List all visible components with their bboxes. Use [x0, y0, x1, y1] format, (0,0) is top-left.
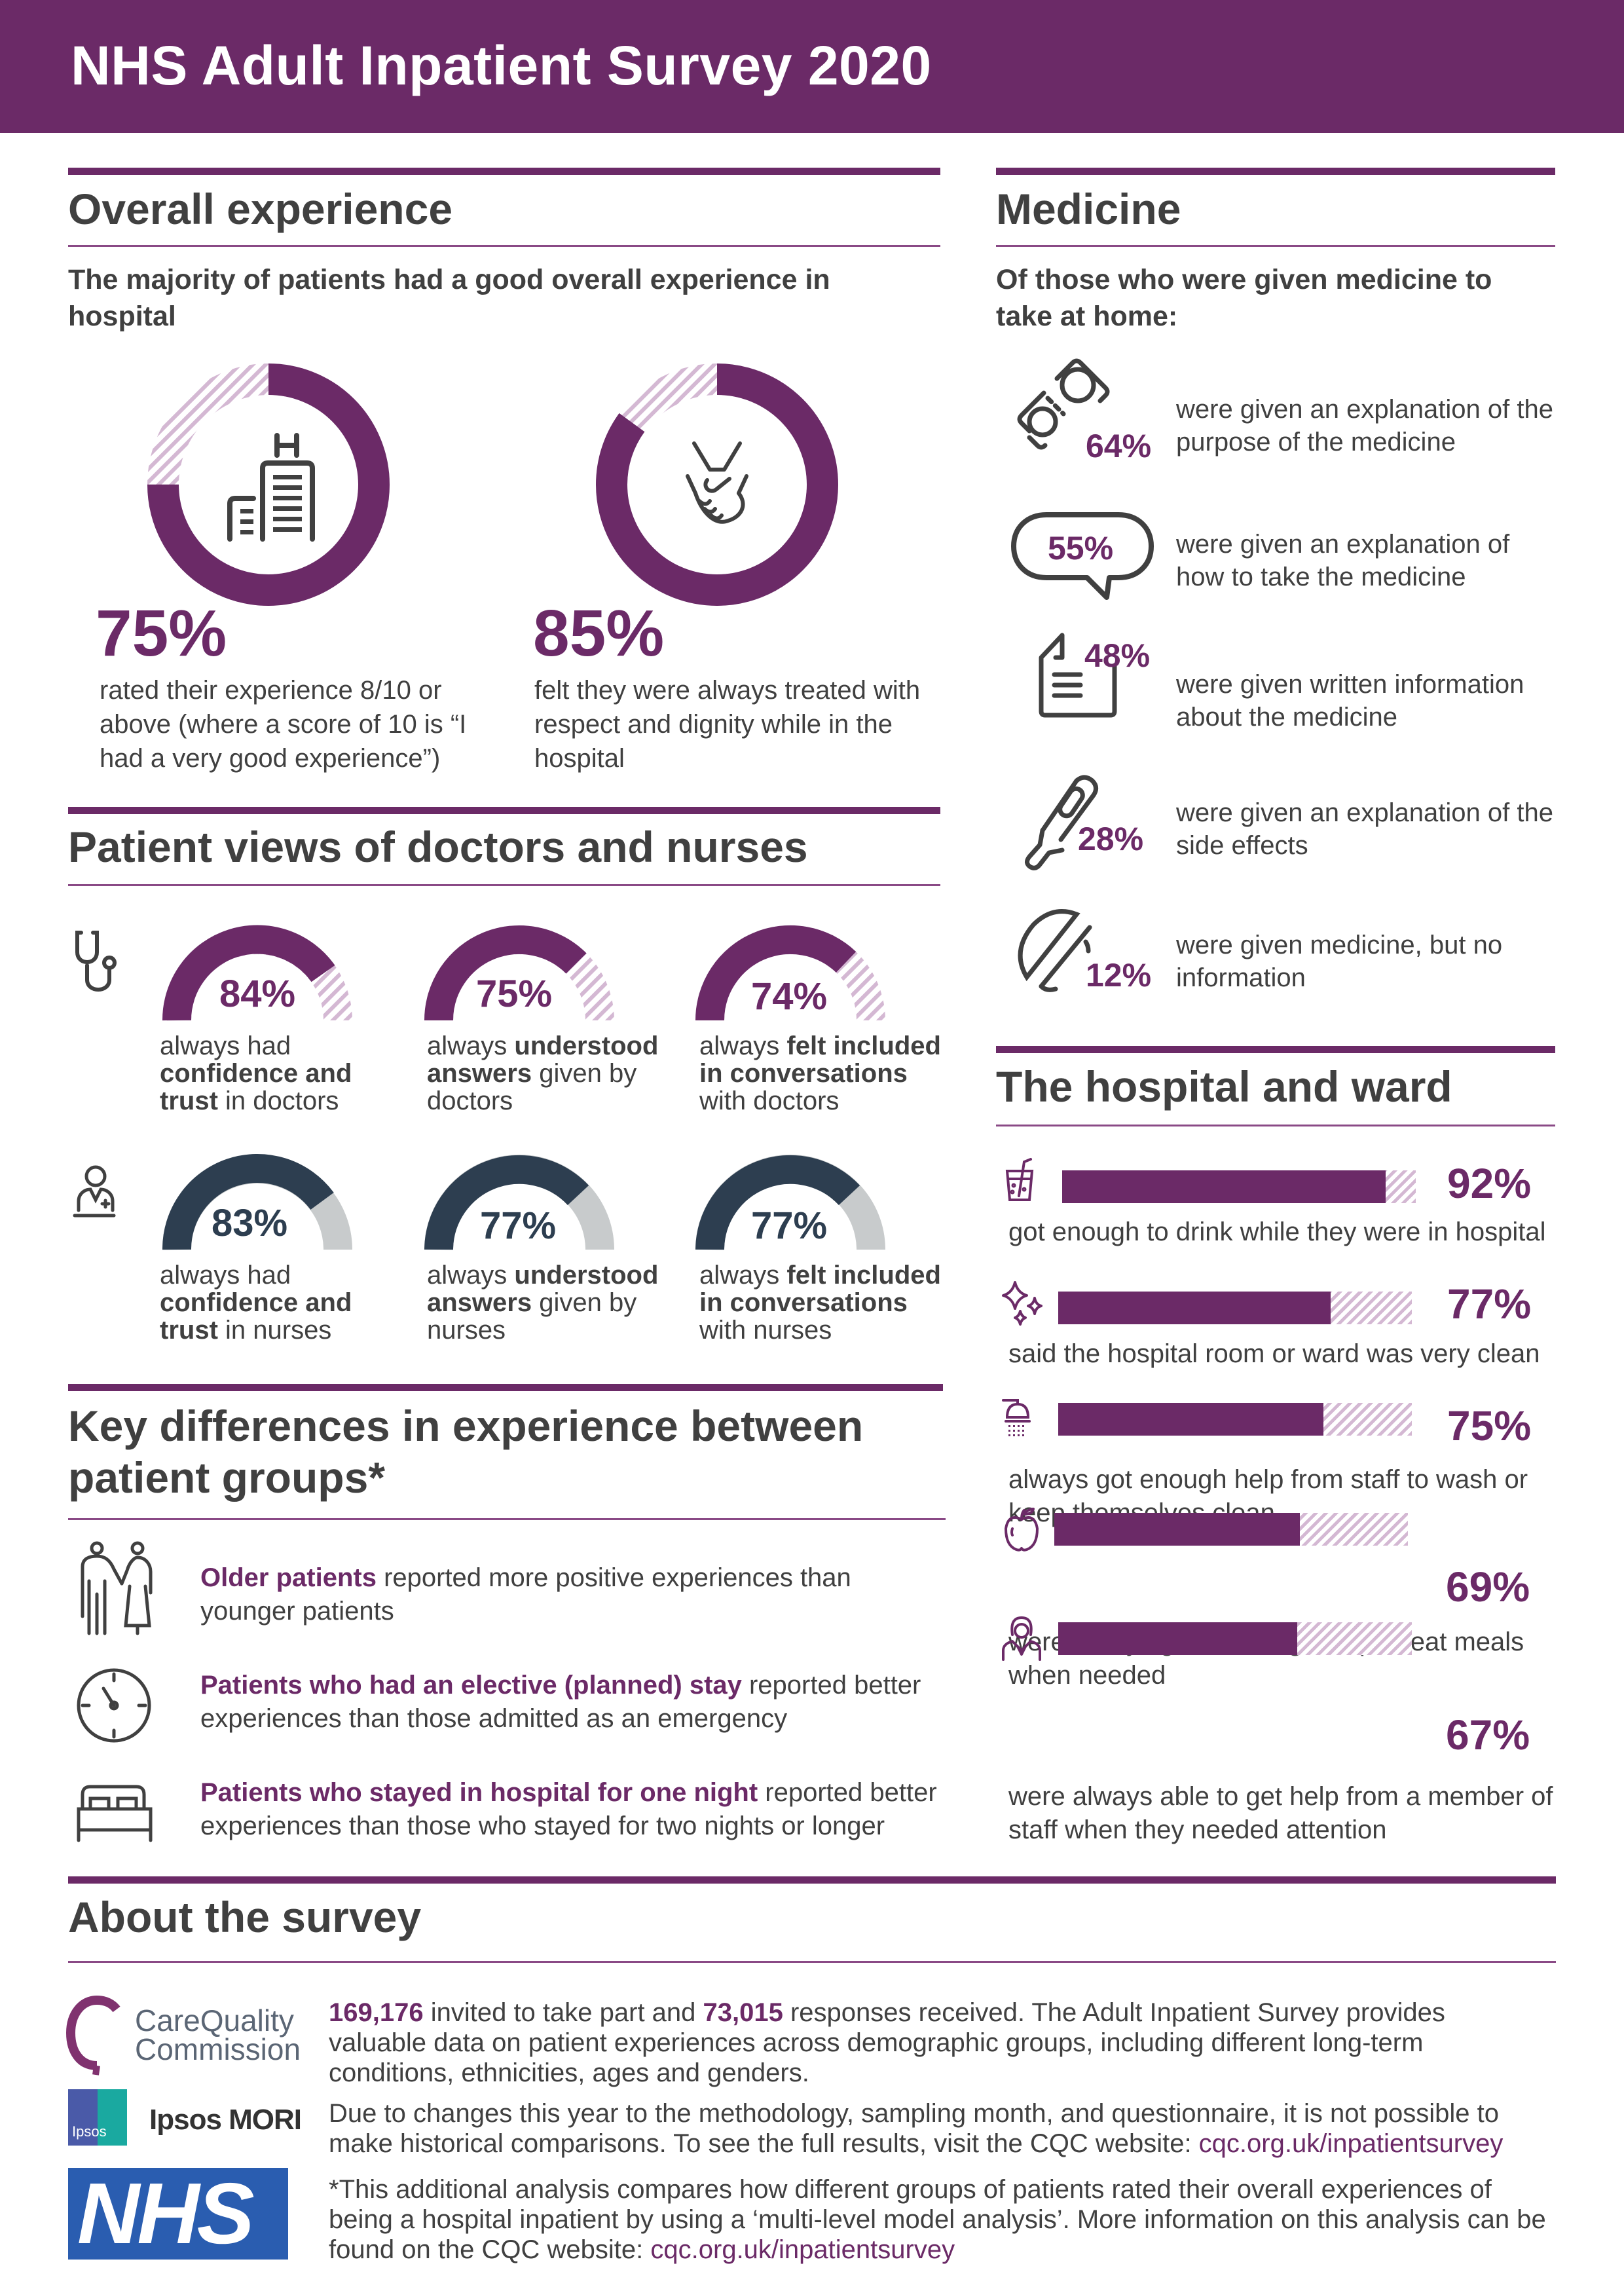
hospital-ward-title: The hospital and ward — [996, 1062, 1452, 1111]
gauge-label: always felt included in conversations wi… — [699, 1261, 941, 1345]
gauge-value: 77% — [750, 1204, 828, 1247]
overall-text-1: rated their experience 8/10 or above (wh… — [100, 676, 467, 773]
pill-blister-icon — [1017, 358, 1110, 450]
cqc-link[interactable]: cqc.org.uk/inpatientsurvey — [650, 2235, 955, 2264]
page-header: NHS Adult Inpatient Survey 2020 — [0, 0, 1624, 133]
gauge-label: always felt included in conversations wi… — [699, 1032, 941, 1115]
about-paragraph-1: 169,176 invited to take part and 73,015 … — [329, 1998, 1445, 2087]
cqc-name-1: CareQuality — [135, 2003, 294, 2037]
tablet-icon — [1018, 909, 1092, 992]
bar-text-2: said the hospital room or ward was very … — [1008, 1339, 1540, 1368]
gauge-label: always understood answers given by nurse… — [427, 1261, 659, 1345]
donut-chart-75 — [147, 363, 390, 606]
section-rule — [996, 1046, 1555, 1053]
gauge-value: 75% — [475, 973, 553, 1015]
sparkle-clean-icon — [1002, 1281, 1043, 1326]
gauge-label: always had confidence and trust in docto… — [160, 1032, 352, 1115]
doctors-nurses-title: Patient views of doctors and nurses — [68, 823, 808, 871]
medicine-title: Medicine — [996, 185, 1181, 233]
document-icon — [1039, 633, 1117, 718]
section-divider — [68, 1518, 946, 1520]
medicine-text-4: were given an explanation of the side ef… — [1176, 798, 1553, 860]
bar-pct-4: 69% — [1446, 1563, 1530, 1610]
gauge-value: 74% — [750, 975, 828, 1018]
nurse-icon — [73, 1165, 116, 1218]
medicine-pct-3: 48% — [1084, 637, 1151, 674]
hospital-building-icon — [227, 433, 315, 542]
apple-icon — [1005, 1508, 1039, 1552]
about-paragraph-3: *This additional analysis compares how d… — [329, 2175, 1546, 2264]
cqc-link[interactable]: cqc.org.uk/inpatientsurvey — [1198, 2129, 1504, 2158]
shower-icon — [1002, 1399, 1031, 1436]
drink-icon — [1005, 1158, 1034, 1201]
medicine-pct-5: 12% — [1086, 957, 1152, 994]
bar-pct-1: 92% — [1447, 1160, 1532, 1207]
overall-lead: The majority of patients had a good over… — [68, 264, 830, 332]
medicine-text-1: were given an explanation of the purpose… — [1176, 395, 1553, 456]
section-rule — [996, 168, 1555, 175]
key-difference-3: Patients who stayed in hospital for one … — [200, 1778, 937, 1841]
page-title: NHS Adult Inpatient Survey 2020 — [71, 35, 932, 96]
bar-eat — [1054, 1513, 1408, 1546]
staff-member-icon — [1002, 1616, 1041, 1661]
ipsos-mori-logo: Ipsos Ipsos MORI — [68, 2089, 304, 2146]
section-divider — [68, 884, 940, 886]
medicine-pct-4: 28% — [1078, 821, 1144, 857]
speech-bubble-icon — [1011, 512, 1154, 600]
gauge-value: 77% — [479, 1204, 557, 1247]
medicine-text-5: were given medicine, but no information — [1176, 931, 1503, 992]
gauge-label: always understood answers given by docto… — [427, 1032, 659, 1115]
bar-pct-5: 67% — [1446, 1711, 1530, 1758]
cqc-name-2: Commission — [135, 2032, 301, 2066]
bar-clean — [1058, 1292, 1412, 1324]
section-rule — [68, 168, 940, 175]
section-rule — [68, 1384, 943, 1391]
thermometer-icon — [1025, 775, 1098, 870]
medicine-pct-2: 55% — [1048, 530, 1114, 567]
gauge-value: 84% — [219, 973, 296, 1015]
bar-pct-2: 77% — [1447, 1280, 1532, 1328]
bar-wash — [1058, 1403, 1412, 1436]
stethoscope-icon — [75, 931, 117, 992]
nhs-logo: NHS — [68, 2168, 288, 2260]
bar-drink — [1062, 1170, 1416, 1203]
section-divider — [996, 245, 1555, 247]
bar-text-5: were always able to get help from a memb… — [1008, 1782, 1553, 1845]
bed-icon — [77, 1785, 153, 1842]
medicine-text-2: were given an explanation of how to take… — [1176, 530, 1510, 591]
elderly-couple-icon — [81, 1541, 153, 1635]
overall-pct-2: 85% — [533, 597, 665, 670]
key-differences-title: Key differences in experience between pa… — [68, 1402, 864, 1502]
overall-pct-1: 75% — [96, 597, 227, 670]
bar-pct-3: 75% — [1447, 1402, 1532, 1449]
gauge-label: always had confidence and trust in nurse… — [160, 1261, 352, 1345]
bar-staff — [1058, 1622, 1412, 1655]
overall-title: Overall experience — [68, 185, 453, 233]
key-difference-2: Patients who had an elective (planned) s… — [200, 1671, 921, 1734]
medicine-lead: Of those who were given medicine to take… — [996, 264, 1492, 332]
section-divider — [68, 1961, 1556, 1963]
donut-chart-85 — [596, 363, 838, 606]
ipsos-name: Ipsos MORI — [149, 2104, 302, 2136]
section-rule — [68, 1876, 1556, 1884]
medicine-text-3: were given written information about the… — [1176, 670, 1524, 732]
section-rule — [68, 807, 940, 814]
overall-text-2: felt they were always treated with respe… — [534, 676, 921, 773]
key-difference-1: Older patients reported more positive ex… — [200, 1563, 851, 1626]
bar-text-1: got enough to drink while they were in h… — [1008, 1218, 1546, 1246]
medicine-pct-1: 64% — [1086, 428, 1152, 464]
clock-icon — [77, 1668, 151, 1743]
about-title: About the survey — [68, 1893, 422, 1941]
handshake-icon — [686, 441, 748, 524]
section-divider — [68, 245, 940, 247]
about-paragraph-2: Due to changes this year to the methodol… — [329, 2099, 1504, 2158]
section-divider — [996, 1125, 1555, 1126]
gauge-value: 83% — [211, 1202, 288, 1244]
ipsos-badge: Ipsos — [68, 2089, 127, 2146]
cqc-q-icon — [65, 1995, 120, 2075]
cqc-logo: CareQuality Commission — [65, 1995, 301, 2076]
